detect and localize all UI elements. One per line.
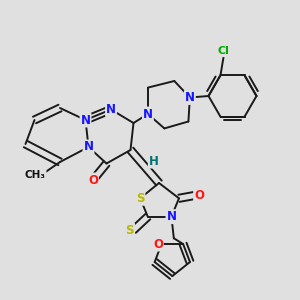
- Text: S: S: [136, 192, 145, 205]
- Text: N: N: [83, 140, 94, 154]
- Text: S: S: [125, 224, 134, 237]
- Text: N: N: [185, 91, 195, 104]
- Text: CH₃: CH₃: [25, 170, 46, 181]
- Text: N: N: [167, 210, 176, 223]
- Text: N: N: [80, 113, 91, 127]
- Text: O: O: [153, 238, 163, 250]
- Text: N: N: [143, 107, 153, 121]
- Text: H: H: [149, 154, 159, 168]
- Text: N: N: [106, 103, 116, 116]
- Text: O: O: [88, 173, 98, 187]
- Text: O: O: [194, 189, 204, 202]
- Text: Cl: Cl: [218, 46, 230, 56]
